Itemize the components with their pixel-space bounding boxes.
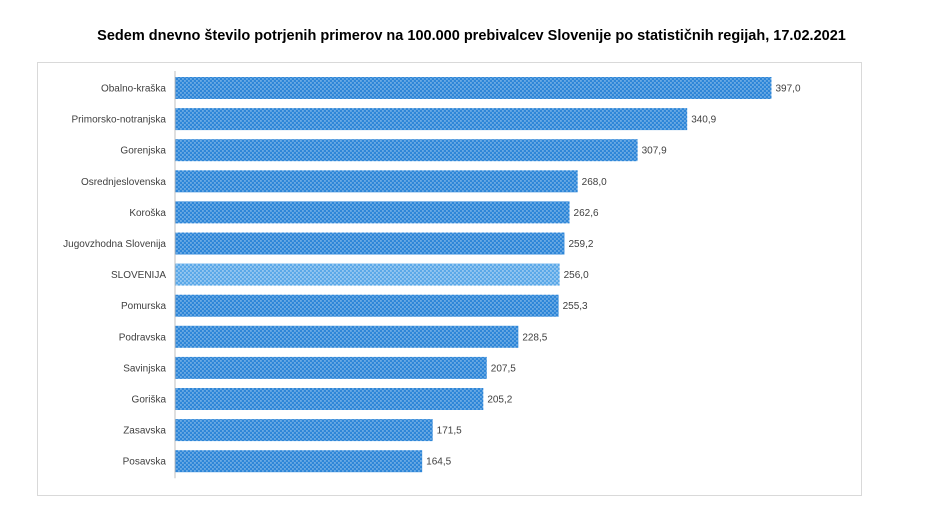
value-label-goriska: 205,2 (487, 395, 512, 406)
bar-jugovzhodna-slovenija (175, 232, 565, 255)
category-label-zasavska: Zasavska (123, 426, 166, 437)
category-label-posavska: Posavska (123, 457, 167, 468)
value-label-osrednjeslovenska: 268,0 (582, 177, 607, 188)
value-label-gorenjska: 307,9 (642, 146, 667, 157)
category-label-slovenija: SLOVENIJA (111, 270, 166, 281)
bar-zasavska (175, 419, 433, 442)
bar-slovenija (175, 263, 560, 286)
category-label-osrednjeslovenska: Osrednjeslovenska (81, 177, 166, 188)
category-label-koroska: Koroška (129, 208, 166, 219)
bar-obalno-kraska (175, 77, 772, 99)
labels-layer: Obalno-kraška 397,0 Primorsko-notranjska 34… (63, 84, 801, 468)
category-label-primorsko-notranjska: Primorsko-notranjska (72, 115, 167, 126)
bar-osrednjeslovenska (175, 170, 578, 193)
bar-savinjska (175, 356, 487, 379)
value-label-posavska: 164,5 (426, 457, 451, 468)
chart-title: Sedem dnevno število potrjenih primerov … (97, 28, 846, 44)
bars-layer (175, 77, 772, 473)
value-label-slovenija: 256,0 (564, 270, 589, 281)
bar-primorsko-notranjska (175, 108, 688, 131)
bar-posavska (175, 450, 423, 473)
value-label-jugovzhodna-slovenija: 259,2 (568, 239, 593, 250)
category-label-pomurska: Pomurska (121, 301, 166, 312)
value-label-savinjska: 207,5 (491, 363, 516, 374)
category-label-goriska: Goriška (132, 395, 167, 406)
bar-goriska (175, 388, 484, 410)
value-label-primorsko-notranjska: 340,9 (691, 115, 716, 126)
category-label-savinjska: Savinjska (123, 363, 166, 374)
value-label-pomurska: 255,3 (563, 301, 588, 312)
bar-gorenjska (175, 139, 638, 162)
value-label-podravska: 228,5 (522, 332, 547, 343)
category-label-obalno-kraska: Obalno-kraška (101, 84, 166, 95)
value-label-zasavska: 171,5 (437, 426, 462, 437)
category-label-podravska: Podravska (119, 332, 167, 343)
category-label-gorenjska: Gorenjska (120, 146, 166, 157)
bar-podravska (175, 325, 519, 348)
bar-koroska (175, 201, 570, 224)
value-label-obalno-kraska: 397,0 (775, 84, 800, 95)
bar-pomurska (175, 294, 559, 317)
category-label-jugovzhodna-slovenija: Jugovzhodna Slovenija (63, 239, 166, 250)
value-label-koroska: 262,6 (574, 208, 599, 219)
